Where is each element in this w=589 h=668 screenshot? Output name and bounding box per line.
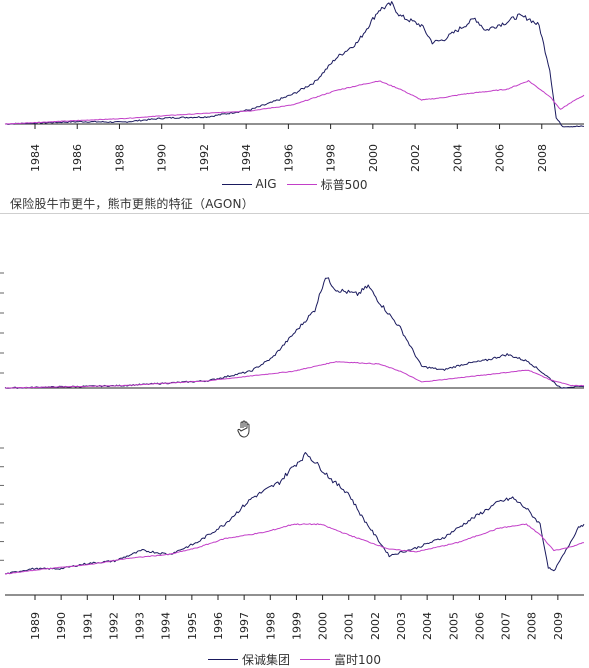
x-tick-label: 1992 [198, 144, 211, 172]
x-tick-label: 2004 [421, 612, 434, 640]
legend-item-prudential: 保诚集团 [208, 651, 290, 668]
x-tick-label: 1994 [240, 144, 253, 172]
series-line-0 [4, 277, 585, 389]
chart-caption: 保险股牛市更牛，熊市更熊的特征（AGON） [10, 197, 254, 211]
x-tick-label: 1988 [113, 144, 126, 172]
chart-panel-aig: 1984 1986 1988 1990 1992 1994 1996 1998 2000 2002… [0, 0, 589, 178]
x-tick-label: 2000 [367, 144, 380, 172]
x-tick-label: 1984 [29, 144, 42, 172]
x-tick-label: 2000 [317, 612, 330, 640]
legend-item-ftse100: 富时100 [300, 651, 381, 668]
legend-panel1: AIG 标普500 [0, 176, 589, 192]
x-tick-label: 2002 [369, 612, 382, 640]
chart-aig-sp500: 1984 1986 1988 1990 1992 1994 1996 1998 2000 2002… [4, 1, 585, 172]
series-line-0 [4, 452, 585, 575]
x-tick-label: 1993 [134, 612, 147, 640]
x-tick-label: 2005 [447, 612, 460, 640]
x-tick-label: 1992 [107, 612, 120, 640]
x-tick-label: 1990 [55, 612, 68, 640]
divider [0, 213, 589, 214]
hand-cursor-icon [237, 420, 250, 438]
x-tick-label: 1989 [29, 612, 42, 640]
chart-panel-agon [0, 228, 589, 393]
chart-panel-prudential: 1989 1990 1991 1992 1993 1994 1995 1996 1997 1998… [0, 398, 589, 648]
x-tick-label: 1994 [160, 612, 173, 640]
x-tick-label: 2002 [409, 144, 422, 172]
x-tick-label: 1999 [290, 612, 303, 640]
x-tick-label: 2008 [536, 144, 549, 172]
x-tick-label: 1986 [71, 144, 84, 172]
x-tick-label: 2004 [451, 144, 464, 172]
x-tick-label: 2007 [500, 612, 513, 640]
x-tick-label: 2006 [494, 144, 507, 172]
x-tick-label: 2001 [343, 612, 356, 640]
x-tick-label: 1996 [282, 144, 295, 172]
x-tick-label: 1991 [81, 612, 94, 640]
x-tick-label: 1995 [186, 612, 199, 640]
series-line-1 [4, 80, 585, 125]
x-tick-label: 2009 [552, 612, 565, 640]
x-tick-label: 2006 [473, 612, 486, 640]
series-line-1 [4, 361, 585, 389]
legend-item-aig: AIG [221, 177, 277, 191]
legend-item-sp500: 标普500 [286, 176, 367, 193]
x-tick-label: 1998 [325, 144, 338, 172]
x-tick-label: 2003 [395, 612, 408, 640]
chart-prudential-ftse: 1989 1990 1991 1992 1993 1994 1995 1996 1997 1998… [0, 447, 585, 640]
x-tick-label: 1997 [238, 612, 251, 640]
series-line-1 [4, 523, 585, 575]
x-tick-label: 1998 [264, 612, 277, 640]
series-line-0 [4, 1, 585, 128]
legend-panel3: 保诚集团 富时100 [0, 651, 589, 667]
x-tick-label: 2008 [526, 612, 539, 640]
x-tick-label: 1990 [156, 144, 169, 172]
chart-agon [0, 272, 585, 389]
x-tick-label: 1996 [212, 612, 225, 640]
